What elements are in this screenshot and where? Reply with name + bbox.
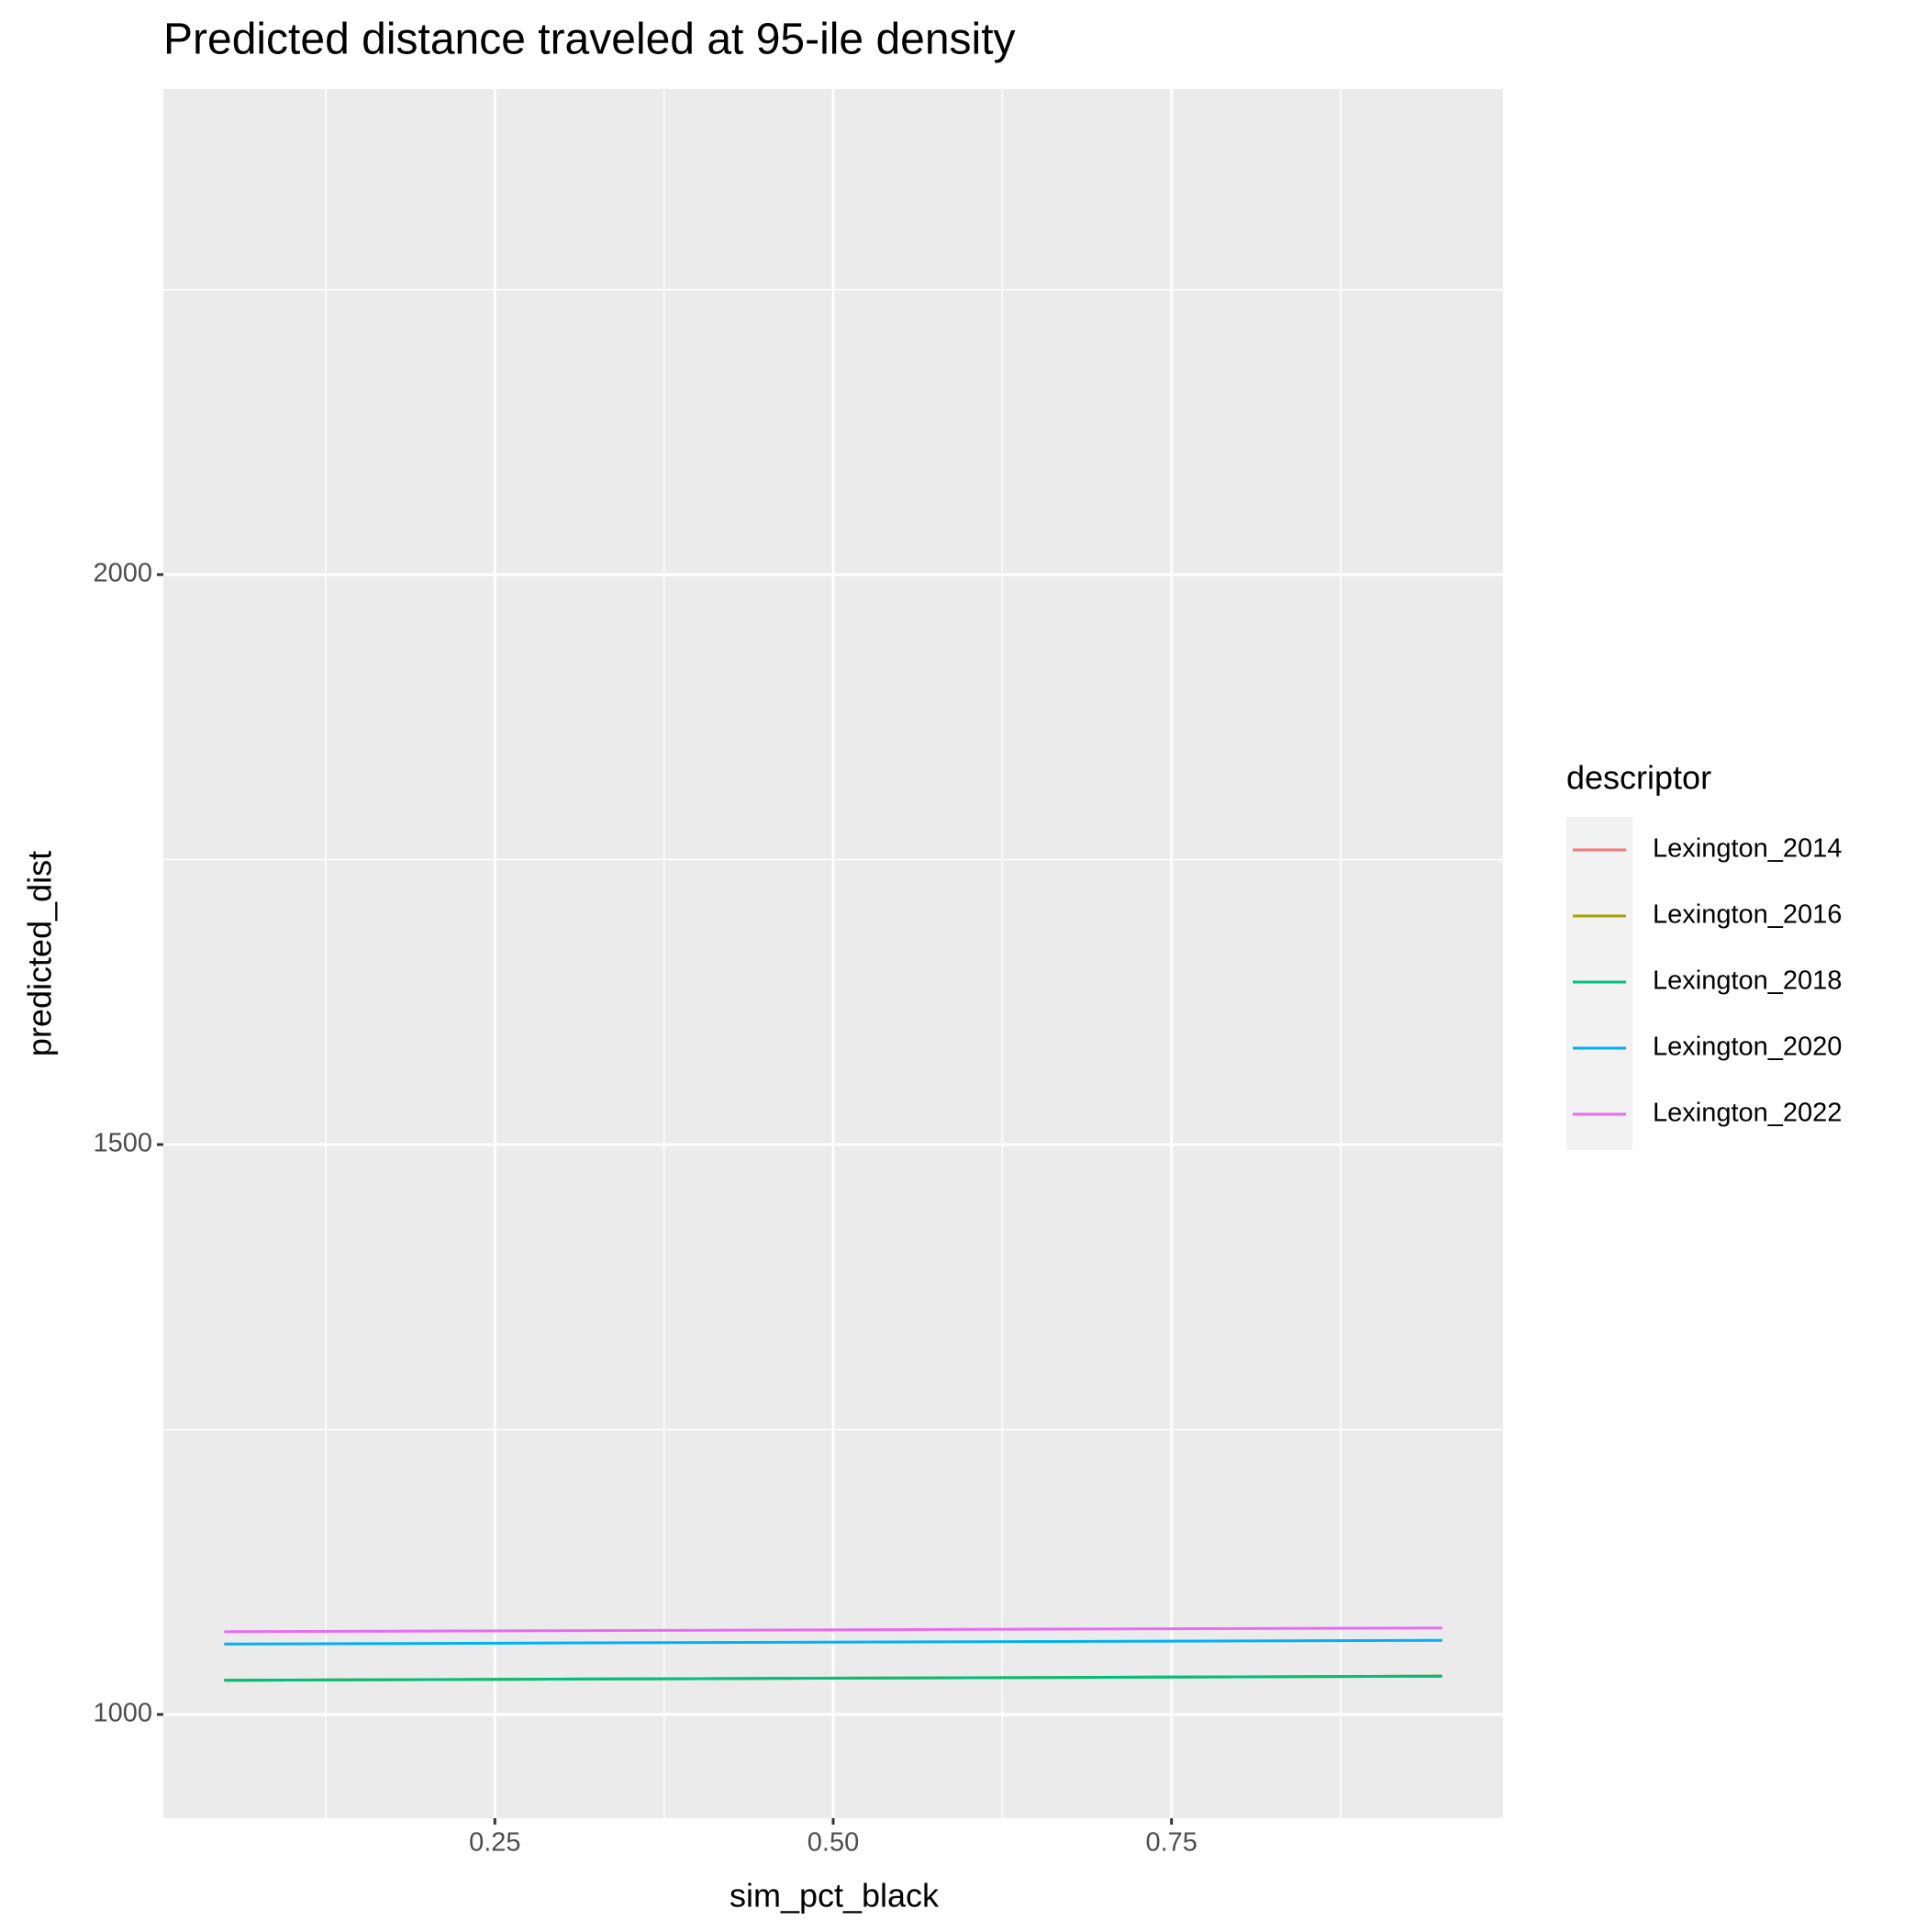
y-tick-label: 1000 xyxy=(93,1699,152,1728)
x-tick-label: 0.75 xyxy=(1145,1828,1197,1858)
legend-label: Lexington_2014 xyxy=(1653,834,1842,864)
y-tick-label: 1500 xyxy=(93,1129,152,1158)
x-axis-title: sim_pct_black xyxy=(730,1877,940,1915)
x-tick-label: 0.50 xyxy=(808,1828,859,1858)
data-line xyxy=(224,1674,1442,1682)
y-axis-title: predicted_dist xyxy=(21,851,59,1056)
legend-label: Lexington_2020 xyxy=(1653,1033,1842,1062)
data-line xyxy=(224,1638,1442,1646)
x-tick-label: 0.25 xyxy=(469,1828,520,1858)
legend-label: Lexington_2022 xyxy=(1653,1099,1842,1128)
chart-title: Predicted distance traveled at 95-ile de… xyxy=(163,16,1016,64)
legend-title: descriptor xyxy=(1566,759,1711,797)
legend-label: Lexington_2018 xyxy=(1653,966,1842,996)
data-line xyxy=(224,1626,1442,1634)
legend-label: Lexington_2016 xyxy=(1653,900,1842,930)
y-tick-label: 2000 xyxy=(93,559,152,588)
